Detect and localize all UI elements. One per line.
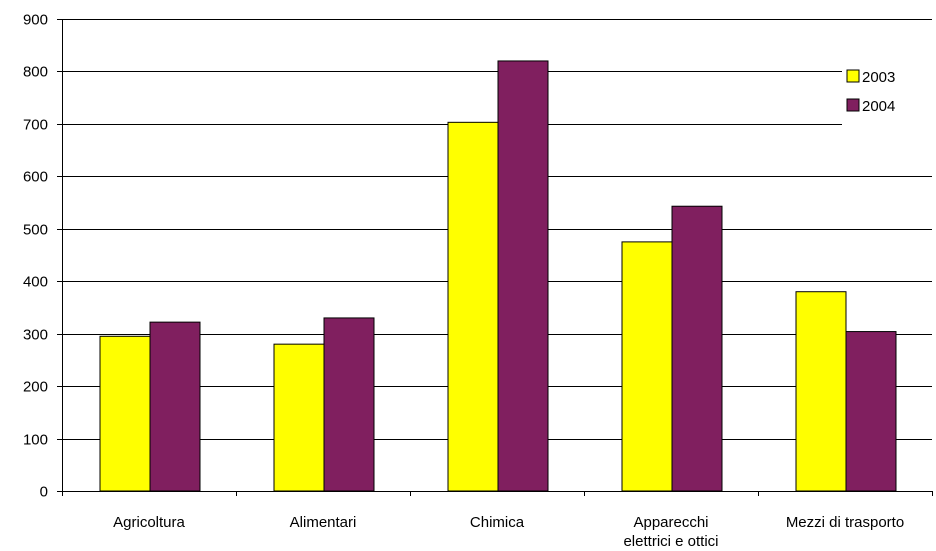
bars [99, 60, 897, 492]
bar-2003 [795, 291, 847, 492]
y-tick-label: 900 [23, 12, 48, 29]
x-tick-label: Agricoltura [113, 514, 185, 531]
legend-swatch-2003 [846, 69, 860, 83]
bar-2003 [447, 121, 499, 492]
x-tick-label: Mezzi di trasporto [786, 514, 904, 531]
bar-2003 [273, 343, 325, 492]
bar-2004 [497, 60, 549, 492]
y-tick-label: 200 [23, 379, 48, 396]
axes [62, 19, 932, 492]
legend-label-2003: 2003 [862, 69, 895, 86]
y-tick-label: 600 [23, 169, 48, 186]
y-tick-label: 400 [23, 274, 48, 291]
y-tick-label: 800 [23, 64, 48, 81]
y-tick-label: 300 [23, 327, 48, 344]
y-tick-label: 500 [23, 222, 48, 239]
bar-2004 [671, 205, 723, 492]
legend-swatch-2004 [846, 98, 860, 112]
y-tick-label: 0 [40, 484, 48, 501]
y-tick-label: 100 [23, 432, 48, 449]
bar-2004 [323, 317, 375, 492]
x-tick-label: Chimica [470, 514, 525, 531]
y-axis-ticks: 0 100 200 300 400 500 600 700 800 900 [23, 12, 62, 501]
x-tick-label: Alimentari [290, 514, 357, 531]
bar-2004 [149, 321, 201, 492]
y-tick-label: 700 [23, 117, 48, 134]
bar-2003 [621, 241, 673, 492]
x-tick-label: elettrici e ottici [623, 533, 718, 550]
bar-2004 [845, 331, 897, 492]
legend: 2003 2004 [842, 62, 936, 126]
x-axis-ticks: Agricoltura Alimentari Chimica Apparecchi el… [62, 491, 933, 550]
x-tick-label: Apparecchi [633, 514, 708, 531]
bar-2003 [99, 335, 151, 492]
legend-label-2004: 2004 [862, 98, 895, 115]
